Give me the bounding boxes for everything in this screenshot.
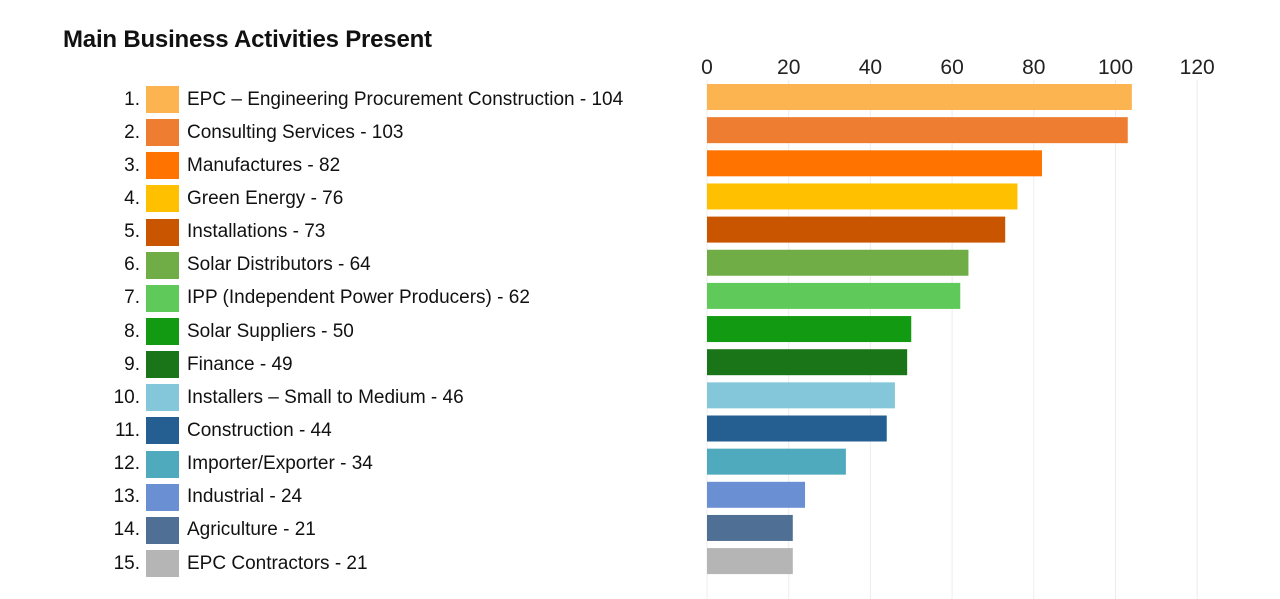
x-tick-label: 40 bbox=[859, 56, 882, 79]
bar bbox=[707, 349, 908, 376]
x-tick-label: 120 bbox=[1180, 56, 1215, 79]
legend-label: Manufactures - 82 bbox=[187, 154, 341, 176]
legend-label: Solar Distributors - 64 bbox=[187, 254, 371, 276]
legend-swatch bbox=[146, 351, 179, 379]
legend-number: 11. bbox=[114, 419, 140, 441]
bar-chart: 0 20 40 60 80 100 120 bbox=[701, 56, 1215, 599]
legend-item: 7. IPP (Independent Power Producers) - 62 bbox=[108, 282, 623, 315]
bar bbox=[707, 316, 912, 343]
bar bbox=[707, 249, 969, 276]
legend-swatch bbox=[146, 86, 179, 114]
bar bbox=[707, 548, 793, 575]
legend-number: 9. bbox=[124, 353, 140, 375]
legend-label: Finance - 49 bbox=[187, 353, 293, 375]
bar bbox=[707, 448, 846, 475]
bar bbox=[707, 117, 1128, 144]
bar bbox=[707, 382, 895, 409]
legend-label: Agriculture - 21 bbox=[187, 519, 316, 541]
legend-label: Solar Suppliers - 50 bbox=[187, 320, 354, 342]
legend-swatch bbox=[146, 185, 179, 213]
bar bbox=[707, 183, 1018, 210]
legend-number: 2. bbox=[124, 121, 140, 143]
legend-item: 3. Manufactures - 82 bbox=[108, 149, 623, 182]
legend-label: IPP (Independent Power Producers) - 62 bbox=[187, 287, 530, 309]
x-tick-label: 0 bbox=[701, 56, 713, 79]
legend-label: Green Energy - 76 bbox=[187, 187, 344, 209]
legend-item: 15. EPC Contractors - 21 bbox=[108, 547, 623, 580]
legend-swatch bbox=[146, 152, 179, 180]
legend-number: 6. bbox=[124, 254, 140, 276]
bar bbox=[707, 415, 887, 442]
bar bbox=[707, 481, 806, 508]
legend-item: 4. Green Energy - 76 bbox=[108, 182, 623, 215]
legend-swatch bbox=[146, 483, 179, 511]
legend-item: 2. Consulting Services - 103 bbox=[108, 116, 623, 149]
legend-label: Importer/Exporter - 34 bbox=[187, 453, 373, 475]
legend-swatch bbox=[146, 119, 179, 147]
legend-number: 1. bbox=[124, 88, 140, 110]
chart-title: Main Business Activities Present bbox=[63, 26, 432, 53]
legend-label: Installations - 73 bbox=[187, 221, 326, 243]
x-tick-label: 80 bbox=[1022, 56, 1045, 79]
legend-number: 10. bbox=[113, 386, 140, 408]
bar bbox=[707, 84, 1132, 110]
legend-number: 15. bbox=[113, 552, 140, 574]
legend-swatch bbox=[146, 384, 179, 412]
legend-item: 6. Solar Distributors - 64 bbox=[108, 249, 623, 282]
legend-item: 12. Importer/Exporter - 34 bbox=[108, 448, 623, 481]
legend-swatch bbox=[146, 318, 179, 346]
legend-label: EPC – Engineering Procurement Constructi… bbox=[187, 88, 624, 110]
legend-number: 8. bbox=[124, 320, 140, 342]
legend-number: 7. bbox=[124, 287, 140, 309]
legend-number: 5. bbox=[124, 221, 140, 243]
legend-swatch bbox=[146, 284, 179, 312]
legend-item: 10. Installers – Small to Medium - 46 bbox=[108, 381, 623, 414]
legend-item: 1. EPC – Engineering Procurement Construc… bbox=[108, 83, 623, 116]
x-tick-label: 60 bbox=[940, 56, 963, 79]
legend-label: Consulting Services - 103 bbox=[187, 121, 404, 143]
legend-item: 5. Installations - 73 bbox=[108, 216, 623, 249]
legend-item: 11. Construction - 44 bbox=[108, 414, 623, 447]
legend-label: EPC Contractors - 21 bbox=[187, 552, 368, 574]
bar bbox=[707, 282, 961, 309]
legend-label: Industrial - 24 bbox=[187, 486, 303, 508]
legend-number: 4. bbox=[124, 187, 140, 209]
legend-swatch bbox=[146, 417, 179, 445]
bar bbox=[707, 514, 793, 541]
legend-swatch bbox=[146, 450, 179, 478]
legend-label: Installers – Small to Medium - 46 bbox=[187, 386, 464, 408]
legend-item: 13. Industrial - 24 bbox=[108, 481, 623, 514]
x-tick-label: 20 bbox=[777, 56, 800, 79]
legend-number: 14. bbox=[113, 519, 140, 541]
legend-item: 9. Finance - 49 bbox=[108, 348, 623, 381]
legend-swatch bbox=[146, 218, 179, 246]
legend-swatch bbox=[146, 550, 179, 578]
legend-number: 3. bbox=[124, 154, 140, 176]
legend-swatch bbox=[146, 251, 179, 279]
legend-swatch bbox=[146, 516, 179, 544]
bar bbox=[707, 216, 1006, 243]
legend-number: 12. bbox=[113, 453, 140, 475]
legend-number: 13. bbox=[113, 486, 140, 508]
x-tick-label: 100 bbox=[1098, 56, 1133, 79]
bar bbox=[707, 150, 1042, 177]
legend-item: 14. Agriculture - 21 bbox=[108, 514, 623, 547]
legend-item: 8. Solar Suppliers - 50 bbox=[108, 315, 623, 348]
legend: 1. EPC – Engineering Procurement Construc… bbox=[108, 83, 623, 580]
legend-label: Construction - 44 bbox=[187, 419, 332, 441]
